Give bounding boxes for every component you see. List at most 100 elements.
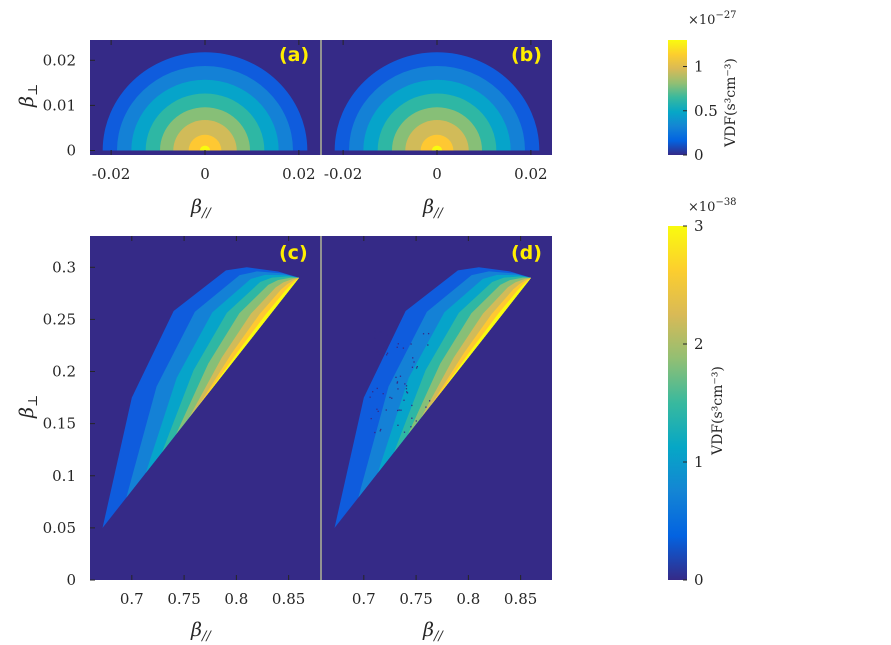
panel-a-xlabel: β// [190,196,212,221]
panel-c-xtick-label: 0.85 [272,590,305,608]
colorbar-1-tick-label: 0.5 [694,102,718,120]
panel-b: -0.02 0 0.02 (b) [322,40,552,183]
noise-dot [379,430,381,432]
panel-d-contours [334,267,532,528]
panel-b-xtick-label: 0 [432,165,442,183]
noise-dot [398,409,400,411]
noise-dot [406,392,409,394]
noise-dot [378,353,380,355]
colorbar-2-tick-label: 3 [694,217,704,235]
noise-dot [403,431,406,433]
noise-dot [397,424,399,426]
noise-dot [415,367,418,369]
colorbar-2-tick-label: 0 [694,571,704,589]
panel-b-xlabel: β// [422,196,444,221]
noise-dot [379,331,382,333]
noise-dot [383,347,385,349]
panel-c-xtick-label: 0.7 [120,590,144,608]
noise-dot [405,385,408,387]
noise-dot [396,381,399,383]
colorbar-2-ticks: 0 1 2 3 [683,217,704,589]
panel-a-contours [102,52,308,151]
panel-c: 0.7 0.75 0.8 0.85 0 0.05 0.1 0.15 0.2 0.25 0.3 (c… [43,236,320,608]
colorbar-1-exponent: ×10−27 [688,10,737,28]
noise-dot [396,346,398,348]
noise-dot [421,418,424,421]
panel-b-contour-level-7 [420,134,454,151]
noise-dot [397,388,399,390]
noise-dot [377,410,379,413]
noise-dot [400,409,402,411]
panel-c-xtick-label: 0.8 [224,590,248,608]
panel-a-xtick-label: 0.02 [282,165,315,183]
panel-c-contours [102,267,300,528]
noise-dot [376,408,378,410]
colorbar-2: 0 1 2 3 ×10−38 VDF(s³cm⁻³) [668,197,737,589]
panel-b-xticks: -0.02 0 0.02 [324,40,548,183]
noise-dot [402,347,405,349]
noise-dot [406,391,408,393]
panel-c-label: (c) [279,242,308,264]
panel-d-noise [369,330,431,434]
noise-dot [411,417,413,419]
noise-dot [410,343,412,345]
panel-b-contour-peak [431,145,443,151]
colorbar-1-gradient [668,40,687,155]
noise-dot [427,344,429,346]
noise-dot [374,330,376,333]
panel-d-xlabel: β// [422,619,444,644]
panel-c-ytick-label: 0 [66,571,76,589]
noise-dot [403,399,405,401]
panel-c-contour-level-8 [205,277,300,397]
noise-dot [404,383,406,385]
colorbar-2-gradient [668,226,687,580]
noise-dot [389,396,391,399]
noise-dot [395,376,397,378]
noise-dot [412,357,414,359]
panel-c-xtick-label: 0.75 [167,590,200,608]
panel-b-label: (b) [511,44,542,66]
panel-a-ytick-label: 0.01 [43,96,76,114]
panel-d-xtick-label: 0.75 [399,590,432,608]
panel-b-xtick-label: -0.02 [324,165,362,183]
noise-dot [397,343,399,345]
panel-a-ylabel: β⊥ [16,84,41,108]
noise-dot [413,361,415,363]
noise-dot [374,431,376,434]
noise-dot [415,420,417,422]
panel-a-xticks: -0.02 0 0.02 [92,40,316,183]
panel-c-ytick-label: 0.1 [52,467,76,485]
colorbar-1-tick-label: 0 [694,146,704,164]
colorbar-1-ticks: 00.51 [683,58,718,164]
panel-a-ytick-label: 0 [66,141,76,159]
panel-d-xticks: 0.7 0.75 0.8 0.85 [352,236,537,608]
panel-c-xticks: 0.7 0.75 0.8 0.85 [120,236,305,608]
panel-b-contours [334,52,540,151]
noise-dot [385,409,387,411]
noise-dot [422,333,425,335]
noise-dot [416,366,418,368]
panel-a-label: (a) [279,44,309,66]
panel-c-ytick-label: 0.3 [52,258,76,276]
panel-c-yticks: 0 0.05 0.1 0.15 0.2 0.25 0.3 [43,258,95,589]
noise-dot [428,414,431,416]
panel-d: 0.7 0.75 0.8 0.85 (d) [322,236,552,608]
panel-a-yticks: 0 0.01 0.02 [43,51,95,159]
noise-dot [370,417,372,420]
noise-dot [374,337,376,339]
noise-dot [425,406,427,408]
noise-dot [397,409,399,412]
noise-dot [376,387,378,390]
panel-d-xtick-label: 0.85 [504,590,537,608]
panel-d-label: (d) [511,242,542,264]
panel-a-contour-level-7 [188,134,222,151]
colorbar-2-label: VDF(s³cm⁻³) [710,366,726,456]
colorbar-1-tick-label: 1 [694,58,704,76]
noise-dot [380,428,382,431]
noise-dot [399,375,402,377]
noise-dot [369,396,371,398]
noise-dot [405,388,408,390]
noise-dot [385,334,388,336]
noise-dot [386,354,388,356]
